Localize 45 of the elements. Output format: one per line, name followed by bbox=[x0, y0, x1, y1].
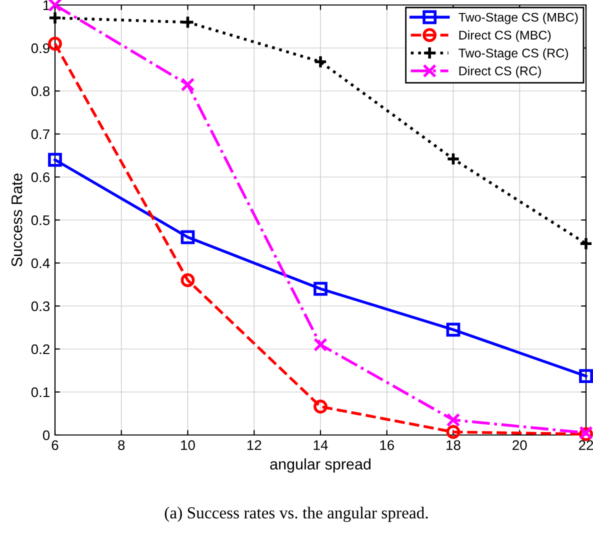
point bbox=[48, 0, 62, 12]
point bbox=[180, 230, 195, 244]
point bbox=[314, 282, 328, 296]
point bbox=[446, 425, 460, 439]
x-tick-label: 8 bbox=[118, 440, 125, 450]
y-tick-label: 0.6 bbox=[31, 172, 50, 182]
y-tick-label: 0.4 bbox=[31, 258, 50, 268]
point bbox=[314, 54, 328, 69]
x-tick-label: 20 bbox=[512, 440, 527, 450]
point bbox=[180, 78, 195, 92]
x-tick-label: 22 bbox=[578, 440, 593, 450]
point bbox=[579, 369, 593, 384]
x-tick-label: 18 bbox=[446, 440, 460, 450]
x-tick-label: 10 bbox=[181, 440, 195, 450]
y-tick-label: 0.3 bbox=[31, 301, 50, 312]
y-tick-label: 0.7 bbox=[31, 129, 50, 140]
y-tick-label: 0.9 bbox=[31, 43, 50, 54]
point bbox=[48, 152, 62, 167]
x-tick-label: 12 bbox=[247, 440, 262, 450]
y-tick-label: 0.2 bbox=[31, 344, 50, 354]
y-tick-label: 0 bbox=[42, 430, 50, 440]
legend-label: Two-Stage CS (MBC) bbox=[458, 12, 578, 24]
point bbox=[446, 413, 460, 427]
point bbox=[314, 338, 328, 352]
point bbox=[446, 152, 460, 166]
y-axis-title: Success Rate bbox=[11, 174, 22, 266]
point bbox=[314, 400, 328, 414]
text: (a) Success rates vs. the angular spread. bbox=[164, 506, 428, 522]
point bbox=[446, 322, 460, 337]
point bbox=[180, 15, 195, 30]
y-tick-label: 0.5 bbox=[31, 215, 50, 226]
x-axis-title: angular spread bbox=[270, 458, 370, 473]
x-tick-label: 16 bbox=[380, 440, 394, 450]
y-tick-label: 0.8 bbox=[31, 86, 50, 96]
x-tick-label: 14 bbox=[314, 440, 328, 450]
point bbox=[48, 10, 62, 25]
point bbox=[180, 273, 195, 288]
legend-label: Two-Stage CS (RC) bbox=[458, 48, 568, 60]
y-tick-label: 0.1 bbox=[31, 387, 50, 398]
y-tick-label: 1 bbox=[43, 0, 50, 10]
point bbox=[579, 236, 593, 251]
legend-label: Direct CS (RC) bbox=[459, 66, 541, 78]
point bbox=[48, 36, 62, 51]
legend-label: Direct CS (MBC) bbox=[459, 30, 551, 42]
x-tick-label: 6 bbox=[52, 440, 58, 450]
